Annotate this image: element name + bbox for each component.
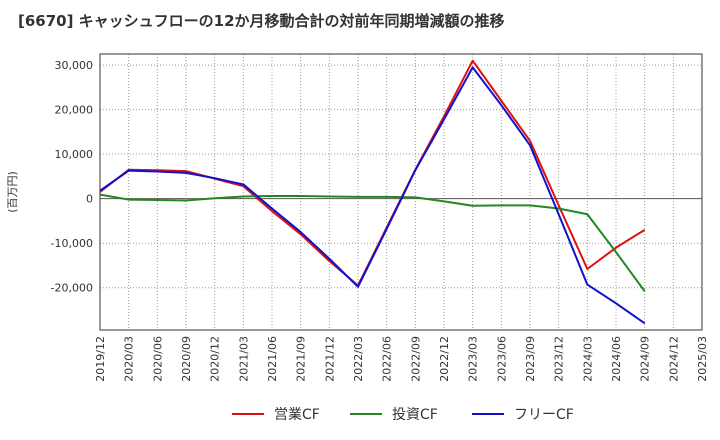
legend-label: 営業CF [274, 407, 320, 423]
x-tick-label: 2020/03 [123, 336, 136, 382]
x-tick-label: 2022/06 [381, 336, 394, 382]
legend-label: 投資CF [392, 407, 438, 423]
x-tick-label: 2023/03 [467, 336, 480, 382]
x-tick-label: 2024/09 [639, 336, 652, 382]
x-tick-label: 2023/12 [553, 336, 566, 382]
x-tick-label: 2024/12 [667, 336, 680, 382]
x-tick-label: 2020/12 [209, 336, 222, 382]
x-tick-label: 2024/06 [610, 336, 623, 382]
series-line-1 [99, 193, 646, 292]
x-tick-label: 2021/06 [266, 336, 279, 382]
x-tick-label: 2024/03 [581, 336, 594, 382]
chart-title: [6670] キャッシュフローの12か月移動合計の対前年同期増減額の推移 [18, 12, 505, 30]
x-tick-label: 2020/09 [180, 336, 193, 382]
x-tick-label: 2022/09 [409, 336, 422, 382]
x-tick-label: 2022/03 [352, 336, 365, 382]
x-tick-label: 2023/09 [524, 336, 537, 382]
x-tick-label: 2019/12 [94, 336, 107, 382]
y-axis-ticks: 30,000 20,000 10,000 0 -10,000 -20,000 [51, 59, 93, 295]
x-tick-label: 2023/06 [495, 336, 508, 382]
series-lines [99, 59, 646, 325]
x-tick-label: 2022/12 [438, 336, 451, 382]
series-line-2 [99, 66, 646, 325]
y-tick-label: 20,000 [55, 104, 94, 117]
y-tick-label: 0 [86, 193, 93, 206]
x-tick-label: 2021/03 [237, 336, 250, 382]
plot-area [99, 53, 703, 331]
y-tick-label: 30,000 [55, 59, 94, 72]
y-tick-label: -20,000 [51, 282, 93, 295]
x-tick-label: 2020/06 [151, 336, 164, 382]
y-axis-label: (百万円) [6, 171, 19, 213]
legend: 営業CF 投資CF フリーCF [232, 407, 574, 423]
y-tick-label: -10,000 [51, 237, 93, 250]
x-axis-ticks: 2019/12 2020/03 2020/06 2020/09 2020/12 2021/… [94, 336, 709, 382]
y-tick-label: 10,000 [55, 148, 94, 161]
x-tick-label: 2021/09 [295, 336, 308, 382]
x-tick-label: 2021/12 [323, 336, 336, 382]
grid-lines [100, 54, 702, 330]
x-tick-label: 2025/03 [696, 336, 709, 382]
legend-label: フリーCF [514, 407, 574, 423]
